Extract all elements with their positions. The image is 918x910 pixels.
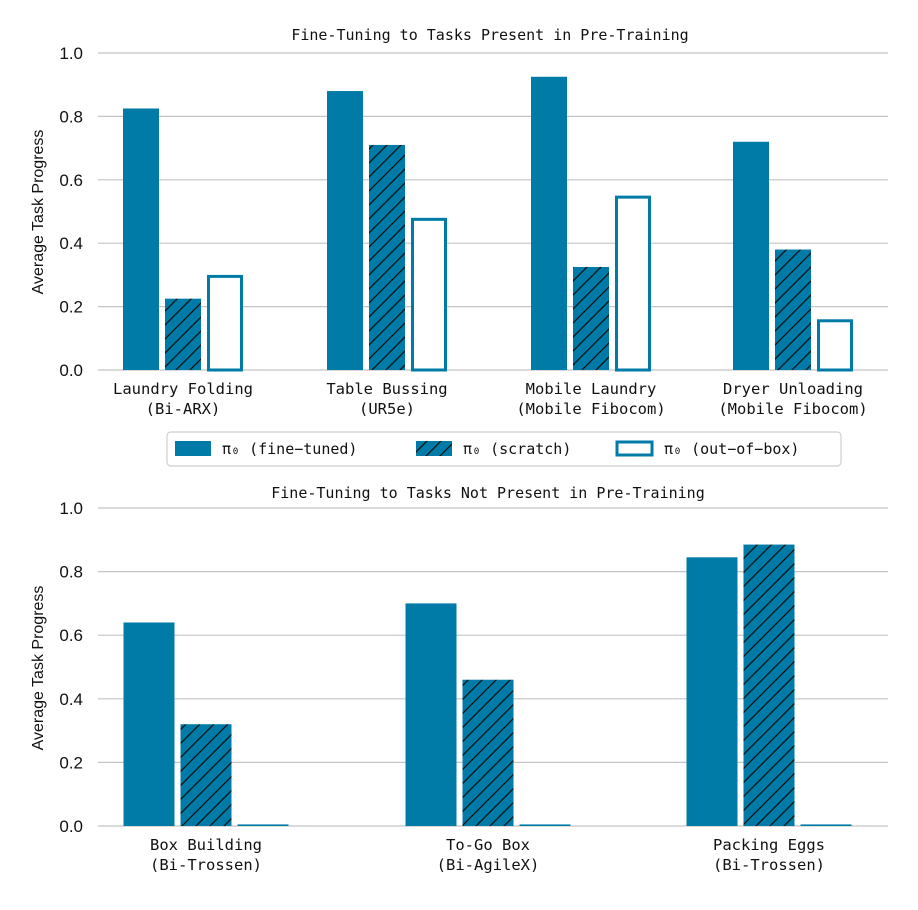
bar-hatch bbox=[775, 249, 811, 370]
bar-hatch bbox=[180, 724, 232, 826]
bar-outline bbox=[207, 274, 243, 372]
y-tick-label: 1.0 bbox=[59, 499, 83, 518]
bar-solid bbox=[686, 557, 738, 826]
top-chart-title: Fine-Tuning to Tasks Present in Pre-Trai… bbox=[291, 26, 688, 44]
legend-label-out-of-box: π₀ (out−of−box) bbox=[664, 440, 799, 458]
bar-solid bbox=[123, 622, 175, 826]
y-tick-label: 0.0 bbox=[59, 361, 83, 380]
legend-label-scratch: π₀ (scratch) bbox=[463, 440, 571, 458]
top-chart: Fine-Tuning to Tasks Present in Pre-Trai… bbox=[30, 26, 888, 418]
bar-hatch bbox=[165, 298, 201, 370]
y-tick-label: 0.0 bbox=[59, 817, 83, 836]
x-category-sublabel: (Mobile Fibocom) bbox=[718, 400, 867, 418]
legend-swatch-hatch bbox=[416, 441, 452, 456]
bar-hatch bbox=[743, 544, 795, 826]
x-category-label: Table Bussing bbox=[326, 380, 447, 398]
x-category-label: Mobile Laundry bbox=[526, 380, 657, 398]
bar-solid bbox=[800, 824, 852, 826]
bar-solid bbox=[531, 76, 567, 371]
y-tick-label: 0.8 bbox=[59, 107, 83, 126]
bar-solid bbox=[237, 824, 289, 826]
y-tick-label: 0.8 bbox=[59, 563, 83, 582]
bottom-chart-y-axis-label: Average Task Progress bbox=[30, 586, 47, 751]
bar-solid bbox=[327, 91, 363, 370]
x-category-label: Box Building bbox=[150, 836, 262, 854]
x-category-label: Laundry Folding bbox=[113, 380, 253, 398]
x-category-sublabel: (Bi-ARX) bbox=[146, 400, 221, 418]
y-tick-label: 0.2 bbox=[59, 298, 83, 317]
bar-hatch bbox=[462, 679, 514, 826]
y-tick-label: 0.2 bbox=[59, 753, 83, 772]
x-category-label: Packing Eggs bbox=[713, 836, 825, 854]
y-tick-label: 0.4 bbox=[59, 690, 83, 709]
bottom-chart: Fine-Tuning to Tasks Not Present in Pre-… bbox=[30, 484, 888, 874]
x-category-sublabel: (Bi-AgileX) bbox=[437, 856, 540, 874]
x-category-sublabel: (Mobile Fibocom) bbox=[516, 400, 665, 418]
bar-solid bbox=[405, 603, 457, 826]
top-chart-y-axis-label: Average Task Progress bbox=[30, 130, 47, 295]
legend-swatch-solid bbox=[175, 441, 211, 456]
x-category-sublabel: (Bi-Trossen) bbox=[713, 856, 825, 874]
y-tick-label: 0.6 bbox=[59, 171, 83, 190]
x-category-sublabel: (Bi-Trossen) bbox=[150, 856, 262, 874]
x-category-sublabel: (UR5e) bbox=[359, 400, 415, 418]
y-tick-label: 0.6 bbox=[59, 626, 83, 645]
bar-solid bbox=[123, 108, 159, 370]
bar-solid bbox=[733, 141, 769, 370]
bar-outline bbox=[615, 195, 651, 372]
legend: π₀ (fine−tuned) π₀ (scratch) π₀ (out−of−… bbox=[166, 431, 842, 467]
bar-hatch bbox=[369, 144, 405, 370]
legend-swatch-outline bbox=[615, 440, 654, 457]
bar-solid bbox=[519, 824, 571, 826]
bar-outline bbox=[817, 319, 853, 372]
legend-label-fine-tuned: π₀ (fine−tuned) bbox=[222, 440, 357, 458]
x-category-label: Dryer Unloading bbox=[723, 380, 863, 398]
y-tick-label: 0.4 bbox=[59, 234, 83, 253]
bar-hatch bbox=[573, 266, 609, 370]
bar-outline bbox=[411, 217, 447, 372]
x-category-label: To-Go Box bbox=[446, 836, 530, 854]
bottom-chart-title: Fine-Tuning to Tasks Not Present in Pre-… bbox=[271, 484, 704, 502]
legend-box bbox=[166, 431, 842, 467]
y-tick-label: 1.0 bbox=[59, 44, 83, 63]
